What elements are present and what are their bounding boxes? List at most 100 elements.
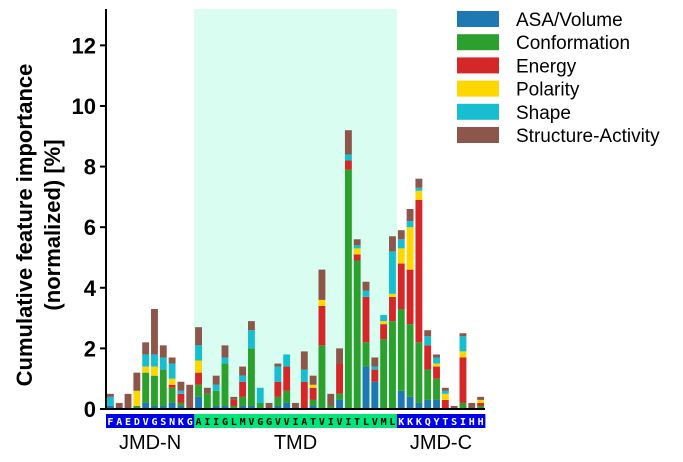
bar-segment: [415, 187, 423, 191]
bar-segment: [371, 366, 379, 370]
bar-segment: [151, 375, 158, 406]
bar-segment: [221, 405, 229, 409]
bar-segment: [168, 357, 176, 364]
y-tick-label: 4: [84, 276, 97, 301]
bar-segment: [221, 363, 229, 406]
bar-segment: [371, 381, 379, 409]
residue-label: M: [240, 417, 246, 428]
residue-label: I: [292, 417, 298, 428]
residue-cell: [405, 414, 415, 428]
residue-label: G: [151, 417, 157, 428]
residue-cell: [414, 414, 424, 428]
residue-cell: [388, 414, 398, 428]
bar-segment: [353, 239, 361, 246]
legend-swatch: [457, 127, 499, 143]
residue-cell: [291, 414, 301, 428]
residue-cell: [370, 414, 380, 428]
bar-segment: [318, 299, 326, 306]
y-tick-label: 8: [84, 155, 96, 180]
bar-segment: [450, 405, 458, 409]
residue-cell: [194, 414, 204, 428]
bar-segment: [283, 402, 291, 409]
residue-cell: [247, 414, 257, 428]
bar-segment: [309, 375, 317, 385]
residue-label: I: [213, 417, 219, 428]
residue-label: K: [178, 417, 184, 428]
y-tick-label: 12: [72, 33, 96, 58]
bar-segment: [133, 390, 141, 406]
bar-segment: [397, 263, 405, 309]
residue-cell: [361, 414, 371, 428]
residue-cell: [423, 414, 433, 428]
bar-segment: [212, 405, 220, 409]
residue-label: I: [204, 417, 210, 428]
bar-segment: [221, 345, 229, 358]
bar-segment: [309, 387, 317, 400]
bar-segment: [256, 402, 264, 409]
residue-cell: [440, 414, 451, 428]
bar-segment: [274, 396, 282, 406]
residue-label: M: [381, 417, 387, 428]
bar-segment: [300, 369, 308, 382]
bar-segment: [441, 399, 449, 409]
bar-segment: [230, 396, 238, 400]
bar-segment: [362, 290, 370, 297]
residue-cell: [326, 414, 336, 428]
bar-segment: [415, 190, 423, 200]
legend-swatch: [457, 34, 499, 51]
bar-segment: [371, 357, 379, 367]
y-axis-title-line2: (normalized) [%]: [40, 139, 65, 310]
bar-segment: [424, 336, 432, 346]
bar-segment: [133, 372, 141, 391]
legend-label: Conformation: [516, 33, 630, 54]
legend-label: Shape: [516, 103, 571, 124]
bar-segment: [415, 199, 423, 343]
residue-label: K: [416, 417, 422, 428]
bar-segment: [159, 369, 167, 406]
bar-segment: [203, 393, 211, 409]
bar-segment: [133, 405, 141, 409]
bar-segment: [344, 169, 352, 409]
residue-cell: [458, 414, 468, 428]
bar-segment: [389, 251, 396, 294]
bar-segment: [177, 381, 185, 391]
legend-swatch: [457, 57, 499, 74]
bar-segment: [441, 390, 449, 394]
region-label: JMD-N: [119, 432, 181, 454]
bar-segment: [362, 281, 370, 291]
residue-cell: [352, 414, 362, 428]
residue-cell: [167, 414, 177, 428]
bar-segment: [362, 296, 370, 343]
residue-label: K: [407, 417, 413, 428]
bar-segment: [318, 345, 326, 409]
bar-segment: [274, 366, 282, 382]
bar-segment: [353, 260, 361, 409]
bar-segment: [309, 405, 317, 409]
bar-segment: [371, 369, 379, 382]
region-label: TMD: [274, 432, 317, 454]
residue-label: G: [222, 417, 228, 428]
bar-segment: [424, 369, 432, 400]
residue-cell: [299, 414, 310, 428]
bar-segment: [380, 339, 388, 409]
bar-segment: [239, 396, 247, 406]
residue-cell: [335, 414, 345, 428]
bar-segment: [177, 393, 185, 403]
bar-segment: [159, 357, 167, 370]
residue-label: T: [310, 417, 316, 428]
bar-segment: [441, 387, 449, 391]
residue-cell: [432, 414, 442, 428]
bar-segment: [477, 405, 485, 409]
bar-segment: [459, 351, 467, 358]
bar-segment: [274, 363, 282, 367]
bar-segment: [433, 399, 440, 409]
bar-segment: [142, 342, 150, 355]
bar-segment: [265, 402, 273, 409]
residue-cell: [379, 414, 389, 428]
bar-segment: [168, 384, 176, 388]
residue-label: A: [116, 417, 122, 428]
residue-cell: [176, 414, 186, 428]
bar-segment: [433, 366, 440, 379]
